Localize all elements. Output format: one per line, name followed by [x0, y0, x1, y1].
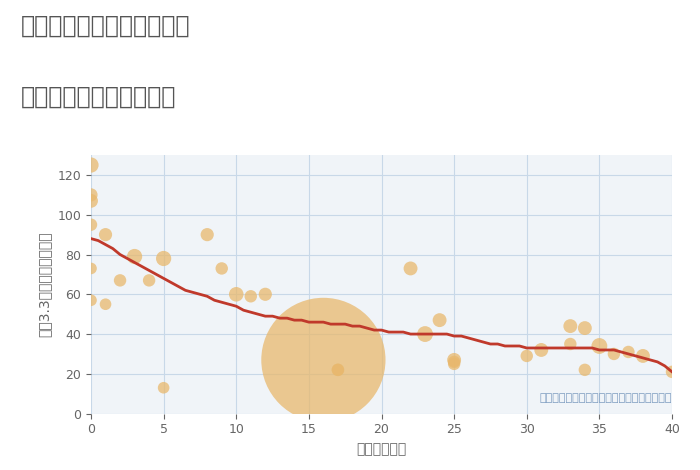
Point [594, 342, 605, 350]
Point [318, 356, 329, 364]
X-axis label: 築年数（年）: 築年数（年） [356, 442, 407, 456]
Text: 三重県桑名市多度町古野の: 三重県桑名市多度町古野の [21, 14, 190, 38]
Point [521, 352, 532, 360]
Y-axis label: 坪（3.3㎡）単価（万円）: 坪（3.3㎡）単価（万円） [38, 232, 52, 337]
Point [231, 290, 242, 298]
Text: 築年数別中古戸建て価格: 築年数別中古戸建て価格 [21, 85, 176, 109]
Point [100, 300, 111, 308]
Point [85, 161, 97, 169]
Point [85, 191, 97, 199]
Point [100, 231, 111, 238]
Point [666, 368, 678, 376]
Point [580, 366, 591, 374]
Point [85, 265, 97, 272]
Point [449, 360, 460, 368]
Point [129, 253, 140, 260]
Point [260, 290, 271, 298]
Point [623, 348, 634, 356]
Point [565, 340, 576, 348]
Point [158, 384, 169, 392]
Point [245, 292, 256, 300]
Point [332, 366, 344, 374]
Point [449, 356, 460, 364]
Text: 円の大きさは、取引のあった物件面積を示す: 円の大きさは、取引のあった物件面積を示す [540, 393, 672, 403]
Point [419, 330, 430, 338]
Point [449, 358, 460, 366]
Point [580, 324, 591, 332]
Point [608, 350, 620, 358]
Point [536, 346, 547, 354]
Point [85, 197, 97, 204]
Point [85, 221, 97, 228]
Point [216, 265, 228, 272]
Point [565, 322, 576, 330]
Point [85, 297, 97, 304]
Point [638, 352, 649, 360]
Point [202, 231, 213, 238]
Point [114, 277, 126, 284]
Point [405, 265, 416, 272]
Point [158, 255, 169, 262]
Point [434, 316, 445, 324]
Point [144, 277, 155, 284]
Point [332, 366, 344, 374]
